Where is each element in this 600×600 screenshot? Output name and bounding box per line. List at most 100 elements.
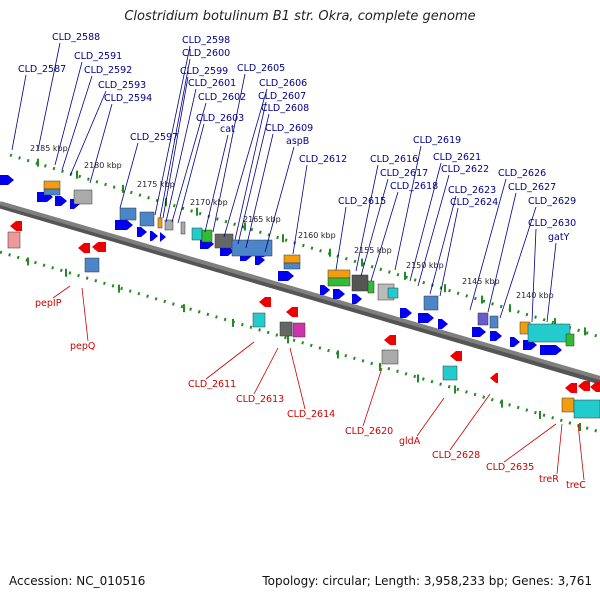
domain-box <box>279 321 293 337</box>
top-label-leader <box>417 174 450 287</box>
bottom-label-leader <box>416 397 445 437</box>
bottom-label-leader <box>52 285 71 299</box>
bottom-label-leader <box>289 347 306 410</box>
chromosome-backbone-shadow <box>0 203 600 385</box>
scale-label: 2160 kbp <box>298 231 336 240</box>
domain-box <box>489 315 499 329</box>
top-label: gatY <box>548 232 570 243</box>
domain-box <box>201 229 213 243</box>
forward-gene-arrow <box>490 331 502 341</box>
forward-gene-arrow <box>510 337 520 347</box>
top-label-leader <box>429 195 457 295</box>
domain-box <box>387 287 399 299</box>
bottom-label-leader <box>556 423 563 475</box>
top-label-leader <box>154 45 191 216</box>
chromosome-backbone <box>0 201 600 380</box>
top-label: CLD_2587 <box>18 64 66 75</box>
top-label-leader <box>499 206 537 319</box>
top-label-leader <box>394 145 422 271</box>
scale-label: 2180 kbp <box>84 161 122 170</box>
reverse-track-dots <box>0 250 600 434</box>
bottom-label: pepIP <box>35 298 62 309</box>
top-label-leader <box>162 76 189 219</box>
forward-gene-arrow <box>333 289 345 299</box>
forward-track-dots <box>9 153 600 339</box>
domain-box <box>381 349 399 365</box>
reverse-gene-arrow <box>259 297 271 307</box>
scale-label: 2150 kbp <box>406 261 444 270</box>
domain-box <box>84 257 100 273</box>
scale-label: 2185 kbp <box>30 144 68 153</box>
top-label: CLD_2609 <box>265 123 313 134</box>
top-label: CLD_2627 <box>508 182 556 193</box>
domain-box <box>327 277 351 287</box>
top-label-leader <box>165 88 197 223</box>
top-label: CLD_2616 <box>370 154 418 165</box>
scale-label: 2155 kbp <box>354 246 392 255</box>
forward-gene-arrow <box>418 313 434 323</box>
domain-box <box>191 227 203 241</box>
top-label-leader <box>159 58 191 219</box>
bottom-label-leader <box>253 347 279 395</box>
scale-label: 2165 kbp <box>243 215 281 224</box>
scale-label: 2175 kbp <box>137 180 175 189</box>
top-label: CLD_2608 <box>261 103 309 114</box>
forward-gene-arrow <box>150 231 158 241</box>
forward-gene-arrow <box>472 327 486 337</box>
domain-box <box>527 323 571 343</box>
top-label-leader <box>439 207 459 297</box>
domain-box <box>477 312 489 326</box>
bottom-label: CLD_2620 <box>345 426 393 437</box>
bottom-label: CLD_2635 <box>486 462 534 473</box>
bottom-label: treR <box>539 474 559 485</box>
top-label-leader <box>360 178 389 277</box>
top-label: CLD_2629 <box>528 196 576 207</box>
scale-label: 2145 kbp <box>462 277 500 286</box>
top-label-leader <box>355 164 379 272</box>
domain-box <box>565 333 575 347</box>
bottom-label-leader <box>205 341 255 380</box>
bottom-label: CLD_2611 <box>188 379 236 390</box>
topology-label: Topology: circular; Length: 3,958,233 bp… <box>262 574 592 588</box>
domain-box <box>351 274 369 292</box>
top-label: CLD_2619 <box>413 135 461 146</box>
top-label: CLD_2612 <box>299 154 347 165</box>
accession-label: Accession: NC_010516 <box>9 574 146 588</box>
top-label-leader <box>264 146 295 253</box>
domain-box <box>367 280 375 294</box>
forward-gene-arrow <box>255 255 265 265</box>
domain-box <box>283 262 301 270</box>
top-label: CLD_2630 <box>528 218 576 229</box>
bottom-label: treC <box>566 480 586 491</box>
domain-box <box>442 365 458 381</box>
reverse-gene-arrow <box>490 373 498 383</box>
domain-box <box>180 221 186 235</box>
top-label: CLD_2623 <box>448 185 496 196</box>
top-label-leader <box>11 74 27 151</box>
top-label-leader <box>212 73 246 233</box>
top-label-leader <box>37 42 61 151</box>
forward-gene-arrow <box>278 271 294 281</box>
forward-gene-arrow <box>220 246 234 256</box>
top-label-leader <box>469 178 507 311</box>
top-label-leader <box>204 134 229 233</box>
reverse-gene-arrow <box>565 383 577 393</box>
top-label-leader <box>370 191 399 282</box>
top-label-leader <box>245 133 274 249</box>
bottom-label: CLD_2614 <box>287 409 335 420</box>
domain-box <box>292 322 306 338</box>
top-label: CLD_2607 <box>258 91 306 102</box>
top-label: CLD_2599 <box>180 66 228 77</box>
domain-box <box>423 295 439 311</box>
top-label: CLD_2615 <box>338 196 386 207</box>
forward-gene-arrow <box>438 319 448 329</box>
top-label: CLD_2624 <box>450 197 498 208</box>
domain-box <box>252 312 266 328</box>
scale-label: 2170 kbp <box>190 198 228 207</box>
top-label-leader <box>234 101 267 241</box>
top-label: cat <box>220 124 235 135</box>
top-label-leader <box>69 90 107 177</box>
top-label-leader <box>119 142 139 209</box>
forward-gene-arrow <box>137 227 147 237</box>
